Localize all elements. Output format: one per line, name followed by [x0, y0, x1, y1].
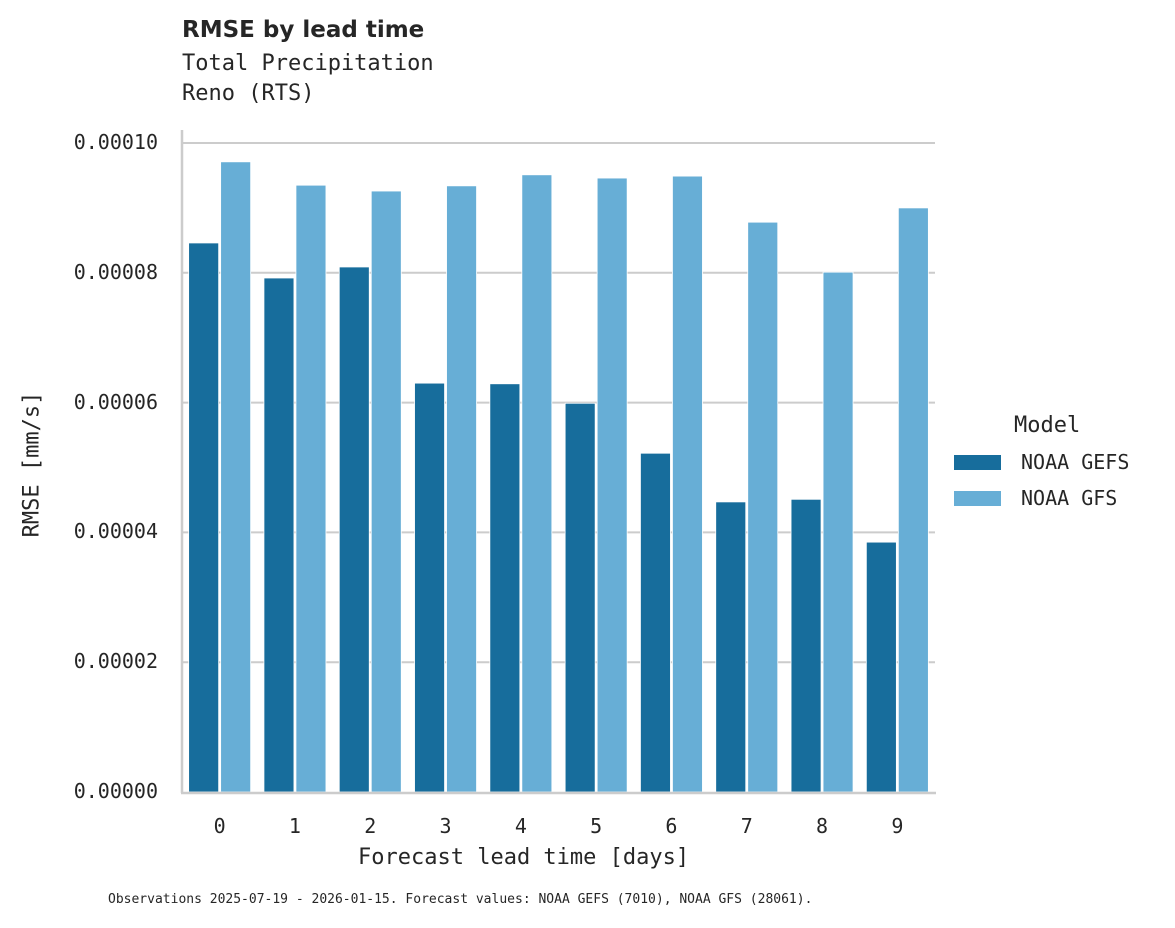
y-tick-label: 0.00010: [73, 130, 158, 154]
bar-noaa-gfs-0: [220, 161, 252, 793]
gridlines: [182, 142, 935, 664]
legend-swatch-gefs: [954, 454, 1001, 470]
bar-noaa-gfs-9: [897, 207, 929, 793]
x-axis-label: Forecast lead time [days]: [358, 845, 690, 870]
footnote: Observations 2025-07-19 - 2026-01-15. Fo…: [108, 892, 813, 907]
x-tick-label: 1: [288, 814, 301, 838]
bar-noaa-gfs-1: [295, 184, 327, 793]
bar-noaa-gefs-1: [263, 277, 295, 793]
chart-subtitle-variable: Total Precipitation: [182, 51, 434, 76]
legend-label-gefs: NOAA GEFS: [1021, 450, 1130, 474]
x-tick-label: 7: [740, 814, 753, 838]
bar-noaa-gfs-4: [521, 174, 553, 793]
y-tick-label: 0.00002: [73, 649, 158, 674]
x-tick-label: 6: [665, 814, 678, 838]
chart-title: RMSE by lead time: [182, 17, 425, 43]
legend-swatch-gfs: [954, 490, 1001, 506]
x-tick-label: 8: [816, 814, 829, 838]
chart-subtitle-location: Reno (RTS): [182, 81, 315, 106]
bar-noaa-gfs-6: [672, 175, 703, 793]
bar-noaa-gefs-8: [790, 498, 822, 793]
bar-noaa-gefs-6: [640, 452, 671, 793]
y-tick-label: 0.00006: [73, 389, 158, 414]
x-tick-label: 4: [514, 814, 527, 838]
legend-item-gfs: NOAA GFS: [954, 486, 1117, 510]
bar-noaa-gfs-8: [822, 271, 854, 793]
bar-noaa-gfs-2: [370, 190, 402, 793]
y-tick-label: 0.00008: [73, 259, 158, 284]
bar-noaa-gefs-3: [414, 382, 445, 793]
legend-label-gfs: NOAA GFS: [1021, 486, 1118, 510]
legend-title: Model: [1014, 413, 1081, 438]
bar-noaa-gefs-5: [564, 402, 596, 793]
y-axis-label: RMSE [mm/s]: [19, 391, 45, 538]
y-tick-label: 0.00004: [73, 519, 158, 544]
x-tick-label: 5: [590, 814, 603, 838]
bar-noaa-gefs-7: [715, 501, 747, 793]
bar-noaa-gfs-5: [596, 177, 628, 793]
bar-noaa-gfs-7: [747, 221, 779, 793]
bar-noaa-gefs-0: [188, 242, 220, 793]
bar-noaa-gefs-9: [865, 541, 897, 793]
x-tick-label: 3: [439, 814, 452, 838]
bar-noaa-gfs-3: [446, 185, 477, 793]
bars: [188, 161, 929, 793]
bar-noaa-gefs-2: [338, 266, 370, 793]
bar-noaa-gefs-4: [489, 383, 521, 793]
x-tick-label: 0: [213, 814, 226, 838]
y-tick-label: 0.00000: [73, 779, 158, 803]
x-tick-label: 2: [364, 814, 377, 838]
legend-item-gefs: NOAA GEFS: [954, 450, 1129, 474]
x-tick-label: 9: [891, 814, 904, 838]
